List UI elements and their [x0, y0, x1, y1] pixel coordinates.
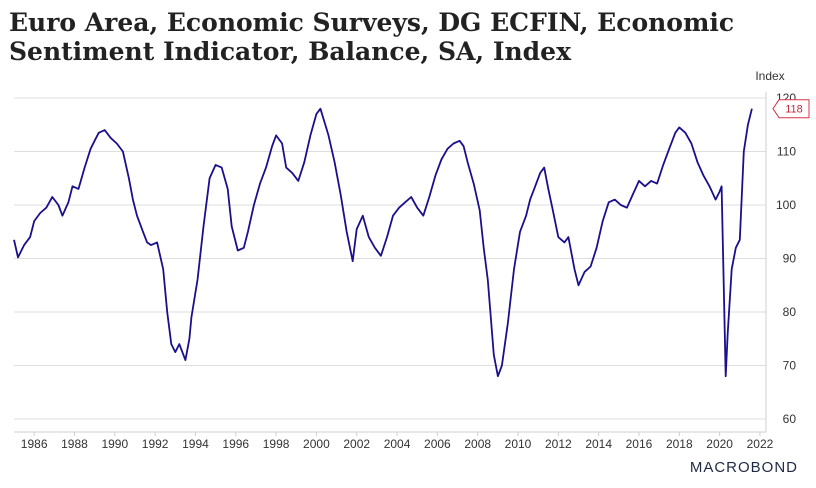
macrobond-logo: MACROBOND	[689, 459, 798, 476]
x-tick-label: 2014	[585, 437, 612, 451]
x-tick-label: 1992	[142, 437, 169, 451]
y-tick-label: 70	[783, 359, 797, 373]
chart-title: Euro Area, Economic Surveys, DG ECFIN, E…	[9, 8, 735, 66]
y-tick-label: 100	[776, 198, 796, 212]
last-value-text: 118	[785, 104, 803, 116]
x-tick-label: 2000	[303, 437, 330, 451]
x-tick-label: 2002	[343, 437, 370, 451]
last-value-label: 118	[772, 99, 810, 119]
x-tick-label: 2012	[545, 437, 572, 451]
x-tick-label: 2020	[706, 437, 733, 451]
y-tick-label: 80	[783, 305, 797, 319]
x-tick-label: 2022	[747, 437, 774, 451]
y-tick-label: 110	[777, 145, 796, 159]
y-tick-label: 90	[783, 252, 797, 266]
x-tick-label: 1998	[263, 437, 290, 451]
x-tick-label: 2006	[424, 437, 451, 451]
grid-layer	[14, 92, 767, 433]
x-tick-label: 1988	[61, 437, 88, 451]
x-tick-label: 1986	[21, 437, 48, 451]
x-tick-label: 2018	[666, 437, 693, 451]
y-axis-label: Index	[755, 69, 784, 83]
x-tick-label: 2004	[384, 437, 411, 451]
x-tick-label: 1990	[101, 437, 128, 451]
x-tick-label: 1994	[182, 437, 209, 451]
x-tick-label: 2010	[505, 437, 532, 451]
x-tick-label: 2016	[626, 437, 653, 451]
y-tick-label: 60	[783, 412, 797, 426]
series-line	[13, 107, 753, 378]
x-tick-label: 1996	[222, 437, 249, 451]
last-value-box	[772, 99, 810, 119]
x-tick-labels: 1986 1988 1990 1992 1994 1996 1998 2000 2002 2004…	[21, 432, 774, 451]
x-tick-label: 2008	[464, 437, 491, 451]
